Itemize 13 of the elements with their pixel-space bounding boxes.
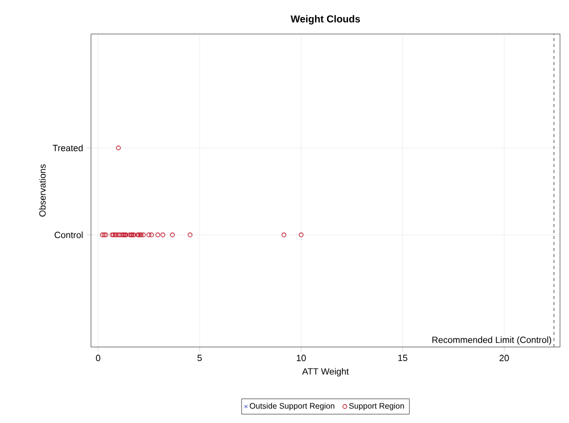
x-tick-label: 15 [398, 354, 408, 362]
x-tick-label: 0 [96, 354, 100, 362]
legend-label: Outside Support Region [250, 402, 334, 410]
x-tick-label: 10 [296, 354, 306, 362]
y-tick-label: Treated [52, 144, 83, 152]
legend-label: Support Region [349, 402, 404, 410]
ref-line-label: Recommended Limit (Control) [432, 336, 552, 345]
x-tick-label: 20 [500, 354, 509, 362]
x-axis-title: ATT Weight [302, 368, 349, 376]
y-axis-title: Observations [39, 164, 46, 217]
y-tick-label: Control [54, 232, 83, 238]
chart-title: Weight Clouds [290, 15, 360, 24]
x-tick-label: 5 [197, 354, 202, 362]
